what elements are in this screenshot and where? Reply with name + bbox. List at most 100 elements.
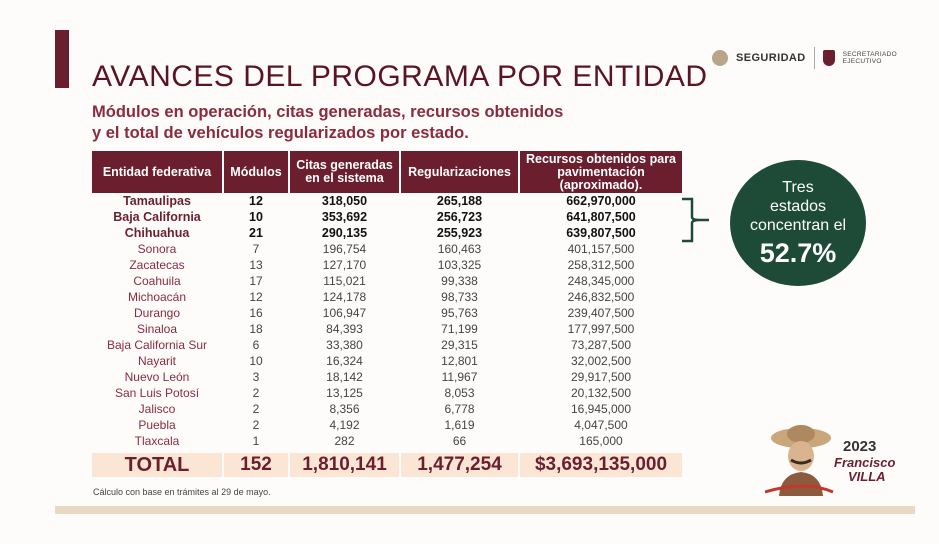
cell-regularizaciones: 265,188 <box>436 194 483 208</box>
cell-citas: 115,021 <box>323 274 366 288</box>
cell-recursos: 401,157,500 <box>567 242 635 256</box>
table-row: Michoacán 12 124,178 98,733 246,832,500 <box>92 289 682 305</box>
cell-citas: 16,324 <box>326 354 363 368</box>
cell-citas: 8,356 <box>329 402 360 416</box>
cell-entidad: Baja California <box>113 210 201 224</box>
page-subtitle: Módulos en operación, citas generadas, r… <box>92 102 563 144</box>
cell-modulos: 13 <box>249 258 263 272</box>
table-row: Tamaulipas 12 318,050 265,188 662,970,000 <box>92 193 682 209</box>
shield-icon <box>822 50 835 66</box>
bottom-accent-bar <box>55 506 915 514</box>
cell-regularizaciones: 255,923 <box>436 226 483 240</box>
page-title: AVANCES DEL PROGRAMA POR ENTIDAD <box>92 60 708 93</box>
secretariado-line-2: EJECUTIVO <box>842 58 882 65</box>
cell-recursos: 29,917,500 <box>570 370 632 384</box>
table-row: San Luis Potosí 2 13,125 8,053 20,132,500 <box>92 385 682 401</box>
cell-regularizaciones: 6,778 <box>444 402 475 416</box>
cell-entidad: Tamaulipas <box>123 194 191 208</box>
total-citas: 1,810,141 <box>290 453 399 477</box>
cell-regularizaciones: 11,967 <box>441 370 478 384</box>
cell-regularizaciones: 8,053 <box>444 386 475 400</box>
total-recursos: $3,693,135,000 <box>520 453 682 477</box>
cell-modulos: 2 <box>252 418 260 432</box>
francisco-villa-logo <box>765 425 834 496</box>
table-row: Puebla 2 4,192 1,619 4,047,500 <box>92 417 682 433</box>
cell-entidad: Tlaxcala <box>134 434 180 448</box>
cell-entidad: Chihuahua <box>124 226 190 240</box>
cell-recursos: 258,312,500 <box>567 258 635 272</box>
footnote: Cálculo con base en trámites al 29 de ma… <box>93 487 271 497</box>
cell-regularizaciones: 103,325 <box>437 258 482 272</box>
cell-entidad: Zacatecas <box>129 258 185 272</box>
cell-modulos: 16 <box>249 306 263 320</box>
cell-citas: 196,754 <box>322 242 367 256</box>
cell-modulos: 21 <box>249 226 263 240</box>
cell-citas: 290,135 <box>321 226 368 240</box>
cell-citas: 124,178 <box>322 290 367 304</box>
table-row: Baja California 10 353,692 256,723 641,807,5… <box>92 209 682 225</box>
government-logos: SEGURIDAD SECRETARIADO EJECUTIVO <box>712 47 897 69</box>
cell-modulos: 10 <box>249 354 263 368</box>
cell-citas: 4,192 <box>329 418 360 432</box>
subtitle-line-2: y el total de vehículos regularizados po… <box>92 124 469 142</box>
cell-recursos: 32,002,500 <box>570 354 632 368</box>
cell-entidad: Puebla <box>138 418 176 432</box>
subtitle-line-1: Módulos en operación, citas generadas, r… <box>92 103 564 121</box>
callout-line-3: concentran el <box>749 216 847 234</box>
cell-entidad: Coahuila <box>133 274 181 288</box>
cell-citas: 353,692 <box>321 210 368 224</box>
cell-recursos: 177,997,500 <box>567 322 635 336</box>
callout-line-2: estados <box>769 197 827 215</box>
total-entidad: TOTAL <box>92 453 222 477</box>
col-header-citas: Citas generadas en el sistema <box>290 151 399 193</box>
cell-entidad: Nuevo León <box>124 370 190 384</box>
cell-regularizaciones: 98,733 <box>441 290 478 304</box>
table-row: Nayarit 10 16,324 12,801 32,002,500 <box>92 353 682 369</box>
cell-entidad: Sinaloa <box>136 322 178 336</box>
cell-regularizaciones: 66 <box>452 434 467 448</box>
cell-regularizaciones: 99,338 <box>441 274 478 288</box>
cell-entidad: Michoacán <box>127 290 187 304</box>
table-row: Coahuila 17 115,021 99,338 248,345,000 <box>92 273 682 289</box>
cell-modulos: 18 <box>249 322 263 336</box>
logo-divider <box>813 47 815 69</box>
cell-entidad: Durango <box>133 306 181 320</box>
cell-regularizaciones: 29,315 <box>441 338 478 352</box>
table-row: Sonora 7 196,754 160,463 401,157,500 <box>92 241 682 257</box>
total-regularizaciones: 1,477,254 <box>401 453 518 477</box>
col-header-regularizaciones: Regularizaciones <box>401 151 518 193</box>
cell-entidad: San Luis Potosí <box>114 386 200 400</box>
cell-entidad: Jalisco <box>138 402 176 416</box>
cell-regularizaciones: 95,763 <box>441 306 478 320</box>
cell-citas: 33,380 <box>326 338 363 352</box>
cell-entidad: Nayarit <box>137 354 176 368</box>
callout-percent: 52.7% <box>759 237 837 268</box>
cell-entidad: Sonora <box>137 242 177 256</box>
cell-recursos: 73,287,500 <box>570 338 632 352</box>
cell-regularizaciones: 12,801 <box>441 354 478 368</box>
cell-modulos: 2 <box>252 386 260 400</box>
table-row: Zacatecas 13 127,170 103,325 258,312,500 <box>92 257 682 273</box>
callout-line-1: Tres <box>782 178 814 196</box>
cell-modulos: 1 <box>252 434 260 448</box>
table-row: Baja California Sur 6 33,380 29,315 73,287,5… <box>92 337 682 353</box>
cell-regularizaciones: 71,199 <box>441 322 478 336</box>
secretariado-line-1: SECRETARIADO <box>842 51 898 58</box>
cell-recursos: 4,047,500 <box>574 418 628 432</box>
cell-modulos: 7 <box>252 242 260 256</box>
cell-recursos: 641,807,500 <box>566 210 636 224</box>
table-row: Chihuahua 21 290,135 255,923 639,807,500 <box>92 225 682 241</box>
cell-citas: 84,393 <box>326 322 363 336</box>
cell-entidad: Baja California Sur <box>106 338 208 352</box>
table-header-row: Entidad federativa Módulos Citas generad… <box>92 151 682 193</box>
cell-recursos: 239,407,500 <box>567 306 635 320</box>
seal-icon <box>712 50 728 66</box>
table-row: Durango 16 106,947 95,763 239,407,500 <box>92 305 682 321</box>
cell-recursos: 662,970,000 <box>566 194 636 208</box>
cell-recursos: 246,832,500 <box>567 290 635 304</box>
cell-modulos: 2 <box>252 402 260 416</box>
cell-modulos: 17 <box>249 274 263 288</box>
cell-regularizaciones: 256,723 <box>436 210 483 224</box>
table-row: Tlaxcala 1 282 66 165,000 <box>92 433 682 449</box>
col-header-modulos: Módulos <box>224 151 288 193</box>
